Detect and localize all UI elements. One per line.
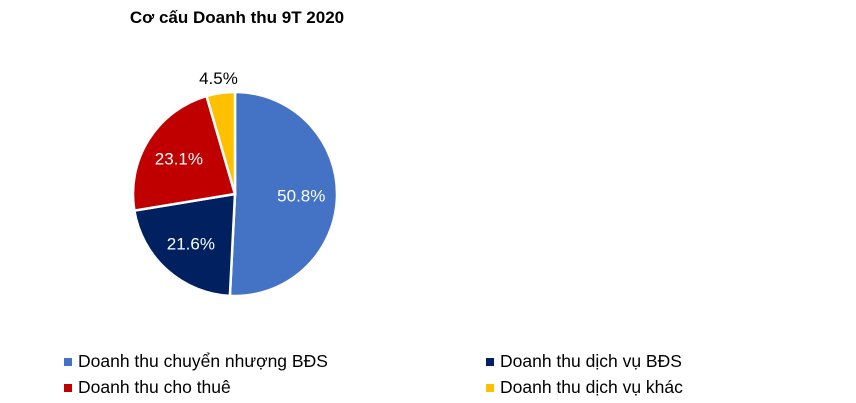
slice-data-label: 23.1% (155, 150, 203, 169)
pie-slice (131, 94, 237, 213)
legend-label: Doanh thu chuyển nhượng BĐS (78, 351, 328, 371)
legend-swatch (64, 383, 72, 392)
slice-data-label: 21.6% (167, 234, 215, 253)
pie-slice (204, 90, 237, 195)
slice-data-label: 4.5% (199, 69, 238, 88)
legend-item-dich-vu-bds: Doanh thu dịch vụ BĐS (486, 351, 682, 372)
legend-label: Doanh thu dịch vụ khác (500, 377, 683, 397)
legend-swatch (486, 357, 494, 366)
legend-label: Doanh thu dịch vụ BĐS (500, 351, 682, 371)
legend-item-dich-vu-khac: Doanh thu dịch vụ khác (486, 377, 683, 398)
legend-item-cho-thue: Doanh thu cho thuê (64, 377, 231, 398)
pie-slice (132, 192, 237, 298)
legend-item-chuyen-nhuong: Doanh thu chuyển nhượng BĐS (64, 351, 328, 372)
legend-swatch (486, 383, 494, 392)
pie-slice (228, 90, 339, 298)
legend-label: Doanh thu cho thuê (78, 377, 231, 397)
slice-data-label: 50.8% (277, 187, 325, 206)
legend-swatch (64, 357, 72, 366)
chart-title: Cơ cấu Doanh thu 9T 2020 (129, 8, 345, 27)
